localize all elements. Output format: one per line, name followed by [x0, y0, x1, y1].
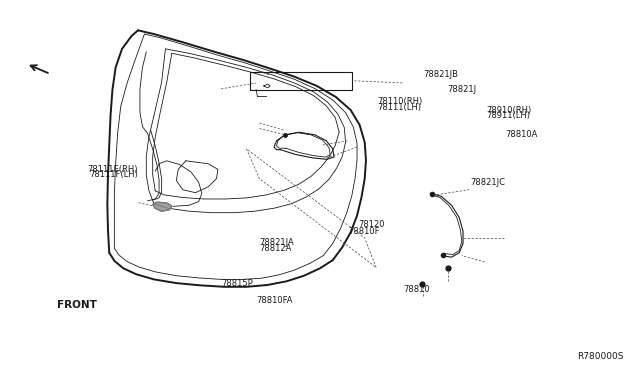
- Text: 78810F: 78810F: [349, 227, 380, 236]
- Text: 78810FA: 78810FA: [256, 296, 292, 305]
- Text: 78111F(LH): 78111F(LH): [89, 170, 138, 179]
- Text: 78821JB: 78821JB: [424, 70, 458, 79]
- Text: 78120: 78120: [358, 221, 385, 230]
- Text: FRONT: FRONT: [57, 299, 97, 310]
- Text: 78812A: 78812A: [259, 244, 292, 253]
- Text: 78911(LH): 78911(LH): [486, 111, 530, 120]
- Text: 78111(LH): 78111(LH): [378, 103, 422, 112]
- Text: 78810: 78810: [403, 285, 429, 294]
- Text: R780000S: R780000S: [577, 352, 623, 361]
- Text: 78810A: 78810A: [505, 129, 538, 139]
- Text: 78821JA: 78821JA: [259, 238, 294, 247]
- Text: 78821JC: 78821JC: [470, 178, 505, 187]
- Text: 78111E(RH): 78111E(RH): [88, 165, 138, 174]
- Text: 78910(RH): 78910(RH): [486, 106, 531, 115]
- Text: 78815P: 78815P: [221, 279, 253, 288]
- Text: 78821J: 78821J: [448, 85, 477, 94]
- Polygon shape: [153, 202, 172, 211]
- Text: 78110(RH): 78110(RH): [378, 97, 423, 106]
